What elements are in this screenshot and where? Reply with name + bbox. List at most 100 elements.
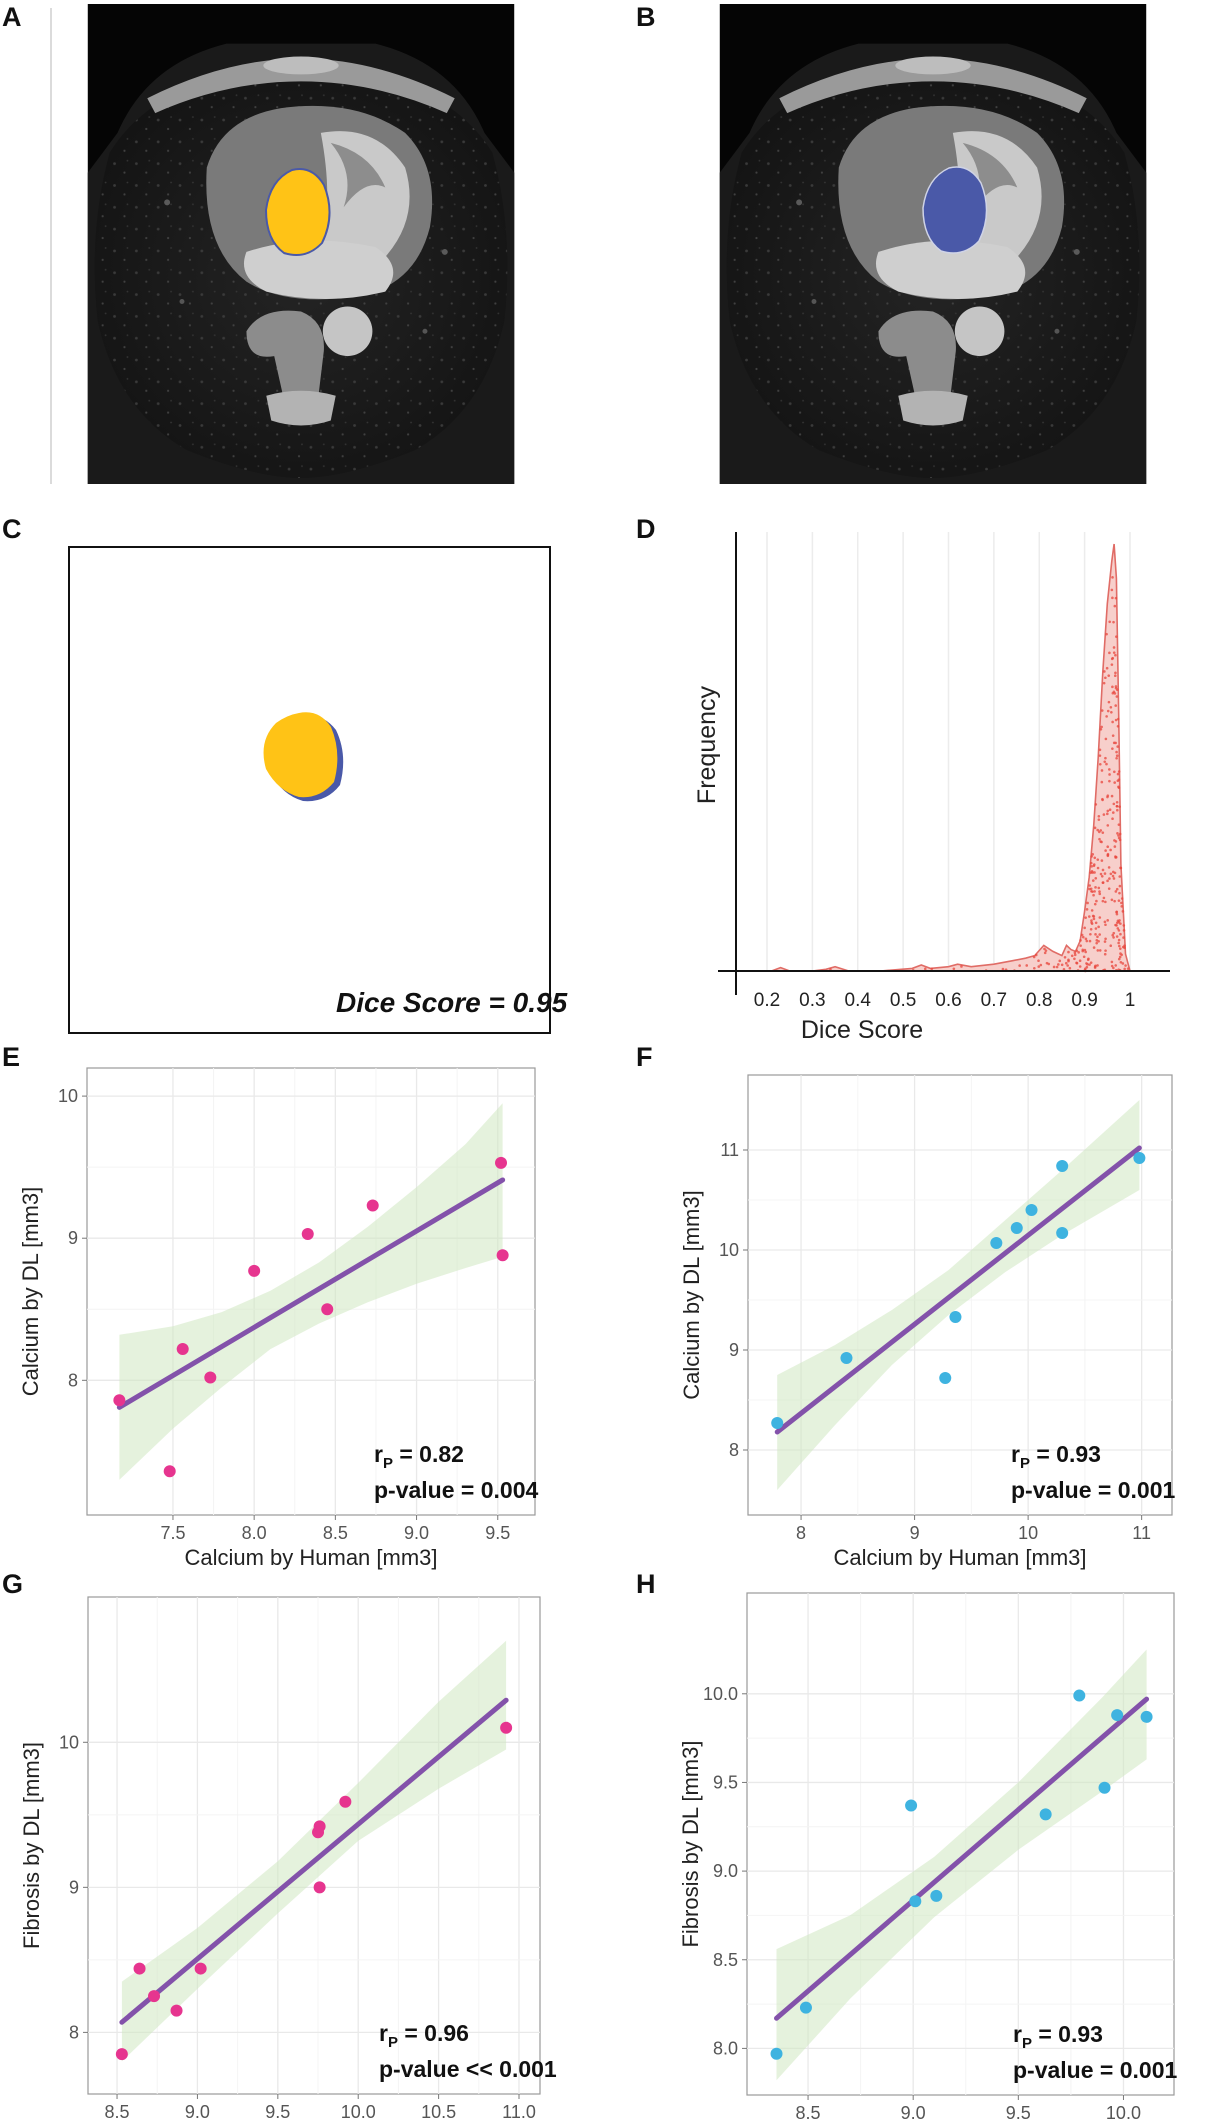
sample-dot: [1103, 952, 1107, 956]
sample-dot: [1113, 845, 1117, 848]
sample-dot: [1067, 950, 1070, 954]
sample-dot: [1094, 921, 1098, 925]
sample-dot: [1086, 901, 1089, 905]
y-tick-label: 10: [59, 1732, 79, 1752]
x-tick-label: 0.7: [981, 990, 1007, 1011]
sample-dot: [1025, 964, 1029, 967]
x-tick-label: 8: [796, 1523, 806, 1543]
data-point: [495, 1156, 508, 1169]
y-axis-title: Fibrosis by DL [mm3]: [19, 1742, 44, 1949]
sample-dot: [1085, 962, 1088, 965]
sample-dot: [1094, 964, 1097, 968]
sample-dot: [1080, 933, 1084, 937]
sample-dot: [1116, 772, 1120, 776]
sample-dot: [1088, 963, 1091, 966]
sample-dot: [952, 967, 956, 971]
data-point: [170, 2004, 183, 2017]
y-tick-label: 9: [68, 1228, 78, 1248]
sample-dot: [1094, 876, 1098, 880]
sample-dot: [1098, 949, 1102, 952]
data-point: [248, 1264, 261, 1277]
sample-dot: [1112, 931, 1116, 935]
sample-dot: [1115, 887, 1119, 891]
data-point: [204, 1371, 217, 1384]
sample-dot: [1057, 963, 1060, 966]
sample-dot: [1115, 635, 1118, 638]
x-tick-label: 0.5: [890, 990, 916, 1011]
sample-dot: [1100, 709, 1104, 712]
sample-dot: [1109, 872, 1113, 876]
sample-dot: [1117, 770, 1121, 773]
sample-dot: [1098, 916, 1102, 919]
x-tick-label: 9.0: [185, 2102, 210, 2119]
data-point: [799, 2001, 812, 2014]
x-tick-label: 9.5: [485, 1523, 510, 1543]
sample-dot: [1115, 688, 1119, 691]
sample-dot: [1087, 915, 1091, 918]
sample-dot: [1117, 938, 1121, 942]
sample-dot: [1118, 955, 1122, 959]
sample-dot: [1111, 720, 1114, 724]
sample-dot: [1096, 949, 1100, 952]
sample-dot: [1099, 829, 1103, 832]
panel-d-letter: D: [636, 514, 656, 544]
y-axis-title: Frequency: [693, 685, 721, 804]
sample-dot: [1096, 858, 1100, 861]
sample-dot: [1123, 946, 1126, 950]
sample-dot: [1089, 927, 1093, 931]
sample-dot: [1032, 955, 1036, 959]
sample-dot: [1112, 877, 1116, 880]
x-tick-label: 0.2: [754, 990, 780, 1011]
sample-dot: [1079, 939, 1082, 942]
data-point: [1025, 1204, 1038, 1216]
sample-dot: [1089, 861, 1093, 865]
confidence-band: [776, 1649, 1147, 2081]
sample-dot: [1118, 891, 1121, 895]
x-tick-label: 9.0: [901, 2103, 926, 2119]
data-point: [840, 1352, 853, 1364]
sample-dot: [1077, 951, 1080, 954]
sample-dot: [1091, 853, 1095, 856]
sample-dot: [1114, 855, 1117, 858]
x-tick-label: 11: [1132, 1523, 1151, 1543]
sample-dot: [1055, 965, 1059, 969]
sample-dot: [1090, 919, 1093, 922]
data-point: [939, 1372, 952, 1384]
panel-e: E 7.5 8.0 8.5 9.0 9.5 8 9 10 Calcium by Human [m…: [2, 1042, 538, 1570]
sample-dot: [1106, 845, 1110, 849]
sample-dot: [1122, 929, 1126, 932]
sample-dot: [1103, 872, 1107, 875]
sample-dot: [1104, 937, 1107, 941]
panel-c-letter: C: [2, 514, 22, 544]
p-value-stat: p-value << 0.001: [379, 2056, 557, 2082]
sample-dot: [1113, 770, 1116, 774]
density-curve: [753, 543, 1132, 972]
panel-h: H 8.5 9.0 9.5 10.0 8.0 8.5 9.0 9.5 10.0 Fibrosis …: [636, 1569, 1177, 2119]
sample-dot: [1103, 920, 1107, 924]
segmentation-mask-b: [922, 166, 988, 254]
sample-dot: [1098, 748, 1102, 752]
panel-c: C Dice Score = 0.95: [2, 514, 568, 1034]
sample-dot: [1099, 872, 1103, 876]
sample-dot: [1114, 718, 1118, 722]
r-subscript: P: [1020, 1455, 1030, 1472]
sample-dot: [1093, 871, 1096, 874]
data-point: [1056, 1227, 1069, 1239]
sample-dot: [1119, 932, 1122, 936]
x-tick-label: 8.5: [796, 2103, 821, 2119]
sample-dot: [1109, 705, 1113, 709]
sample-dot: [1104, 949, 1107, 952]
sample-dot: [1111, 933, 1115, 937]
sample-dot: [1098, 837, 1101, 841]
density-sample-dots: [829, 576, 1130, 973]
sample-dot: [1101, 899, 1105, 903]
sample-dot: [1094, 927, 1098, 930]
sample-dot: [1119, 866, 1122, 870]
fibrosis-scatter-h: 8.5 9.0 9.5 10.0 8.0 8.5 9.0 9.5 10.0 Fibrosis by…: [678, 1592, 1177, 2119]
r-symbol: r: [374, 1441, 383, 1467]
sample-dot: [1109, 848, 1112, 852]
r-value: = 0.93: [1032, 2021, 1103, 2047]
sample-dot: [1119, 922, 1122, 925]
x-tick-label: 8.0: [242, 1523, 267, 1543]
